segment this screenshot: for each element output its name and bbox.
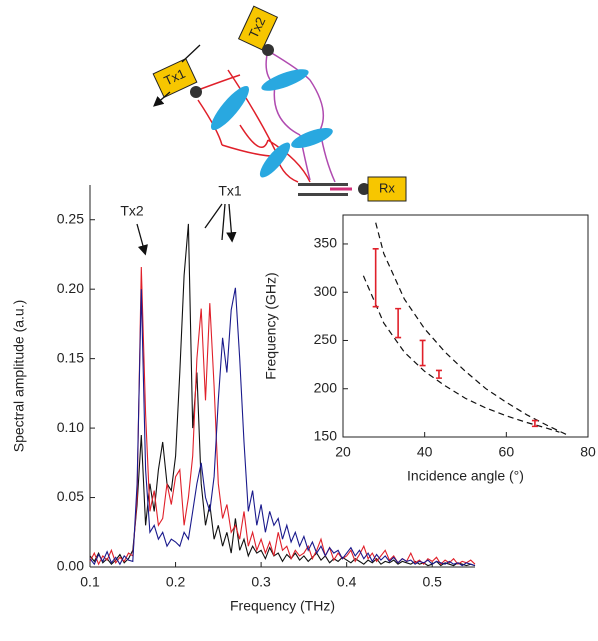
spectrum-line [89,223,476,567]
y-tick-label: 250 [314,331,338,347]
setup-diagram: Rx Tx1 Tx2 [152,5,407,202]
x-tick-label: 0.1 [80,574,100,590]
motion-arrow [155,44,201,105]
y-axis-title: Frequency (GHz) [263,272,279,379]
error-bar [435,369,442,379]
plot-frame [342,214,589,438]
tx2-box [237,5,279,51]
spectrum-line [89,287,476,567]
x-tick-label: 40 [417,444,433,460]
lens [210,85,250,131]
beam-magenta [265,49,336,183]
x-axis-title: Frequency (THz) [230,598,335,614]
dashed-curve [375,222,568,436]
x-axis-title: Incidence angle (°) [407,468,524,484]
chart: 20 40 60 80 150 200 250 300 350 Incidence angle (… [263,214,596,484]
x-tick-label: 0.3 [251,574,271,590]
lens [259,142,291,178]
x-tick-label: 0.4 [337,574,357,590]
y-axis-title: Spectral amplitude (a.u.) [11,300,27,453]
arrow [204,203,232,240]
chart: 0.1 0.2 0.3 0.4 0.5 0.00 0.05 0.10 0.15 0.20 0.25 F… [11,183,476,614]
lens [291,128,333,148]
lens [261,69,309,91]
plate [298,183,348,186]
plate [298,193,348,196]
y-tick-label: 0.15 [57,349,84,365]
y-tick-label: 300 [314,283,338,299]
x-tick-label: 80 [580,444,596,460]
error-bar [419,339,426,367]
tx1-box [152,57,198,99]
y-tick-label: 0.00 [57,558,84,574]
x-tick-label: 0.5 [422,574,442,590]
annotation-arrows [136,203,232,256]
rx-head [358,183,370,195]
y-tick-label: 150 [314,428,338,444]
y-tick-label: 0.25 [57,210,84,226]
arrow [136,223,148,256]
annotation: Tx1 [218,183,242,199]
y-tick-label: 0.05 [57,488,84,504]
y-tick-label: 0.10 [57,419,84,435]
error-bar [372,247,379,308]
error-bar [395,307,402,339]
x-tick-label: 60 [499,444,515,460]
dashed-curve [362,275,560,433]
rx-label: Rx [379,180,395,195]
tx1-head [190,86,202,98]
rx-box [367,176,407,202]
y-tick-label: 200 [314,379,338,395]
annotation: Tx2 [120,203,144,219]
x-tick-label: 20 [335,444,351,460]
spectrum-line [89,266,476,566]
tx2-head [262,44,274,56]
y-tick-label: 350 [314,235,338,251]
y-tick-label: 0.20 [57,280,84,296]
x-tick-label: 0.2 [166,574,186,590]
error-bar [531,419,538,428]
